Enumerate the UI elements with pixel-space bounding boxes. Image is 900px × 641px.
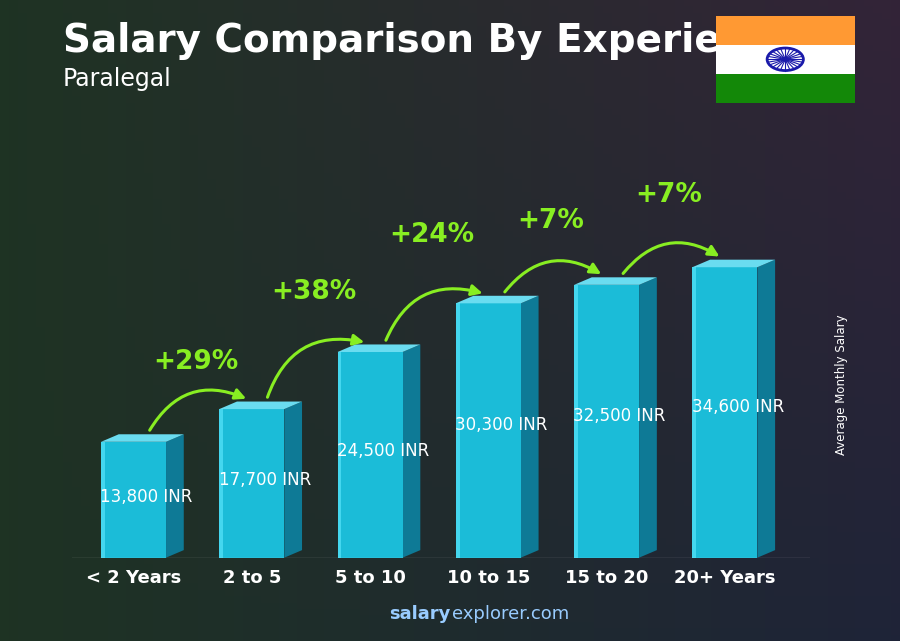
Polygon shape [101,435,184,442]
Polygon shape [692,260,775,267]
Polygon shape [639,278,657,558]
Bar [338,352,341,558]
Bar [455,303,521,558]
Polygon shape [455,296,538,303]
Polygon shape [758,260,775,558]
Bar [716,16,855,45]
Text: Paralegal: Paralegal [63,67,172,91]
Bar [574,285,578,558]
Bar [101,442,166,558]
Bar [220,409,223,558]
Bar [692,267,758,558]
Text: 30,300 INR: 30,300 INR [455,417,547,435]
Text: explorer.com: explorer.com [452,605,569,623]
Text: +7%: +7% [517,208,584,234]
Text: 24,500 INR: 24,500 INR [337,442,429,460]
Text: +24%: +24% [390,222,474,248]
Bar [716,74,855,103]
Polygon shape [284,401,302,558]
Polygon shape [574,278,657,285]
Text: +29%: +29% [153,349,238,375]
Polygon shape [402,344,420,558]
Polygon shape [338,344,420,352]
Text: +7%: +7% [635,181,702,208]
Text: 17,700 INR: 17,700 INR [219,471,310,490]
Text: 34,600 INR: 34,600 INR [692,397,784,415]
Text: Salary Comparison By Experience: Salary Comparison By Experience [63,22,797,60]
Text: salary: salary [389,605,450,623]
Polygon shape [166,435,184,558]
Text: Average Monthly Salary: Average Monthly Salary [835,314,848,455]
Bar [692,267,697,558]
Circle shape [782,58,788,61]
Bar [220,409,284,558]
Bar [574,285,639,558]
Polygon shape [521,296,538,558]
Bar [455,303,460,558]
Text: 13,800 INR: 13,800 INR [101,488,193,506]
Polygon shape [220,401,302,409]
Text: 32,500 INR: 32,500 INR [573,407,666,425]
Bar [716,45,855,74]
Bar [338,352,402,558]
Bar [101,442,105,558]
Text: +38%: +38% [271,279,356,305]
